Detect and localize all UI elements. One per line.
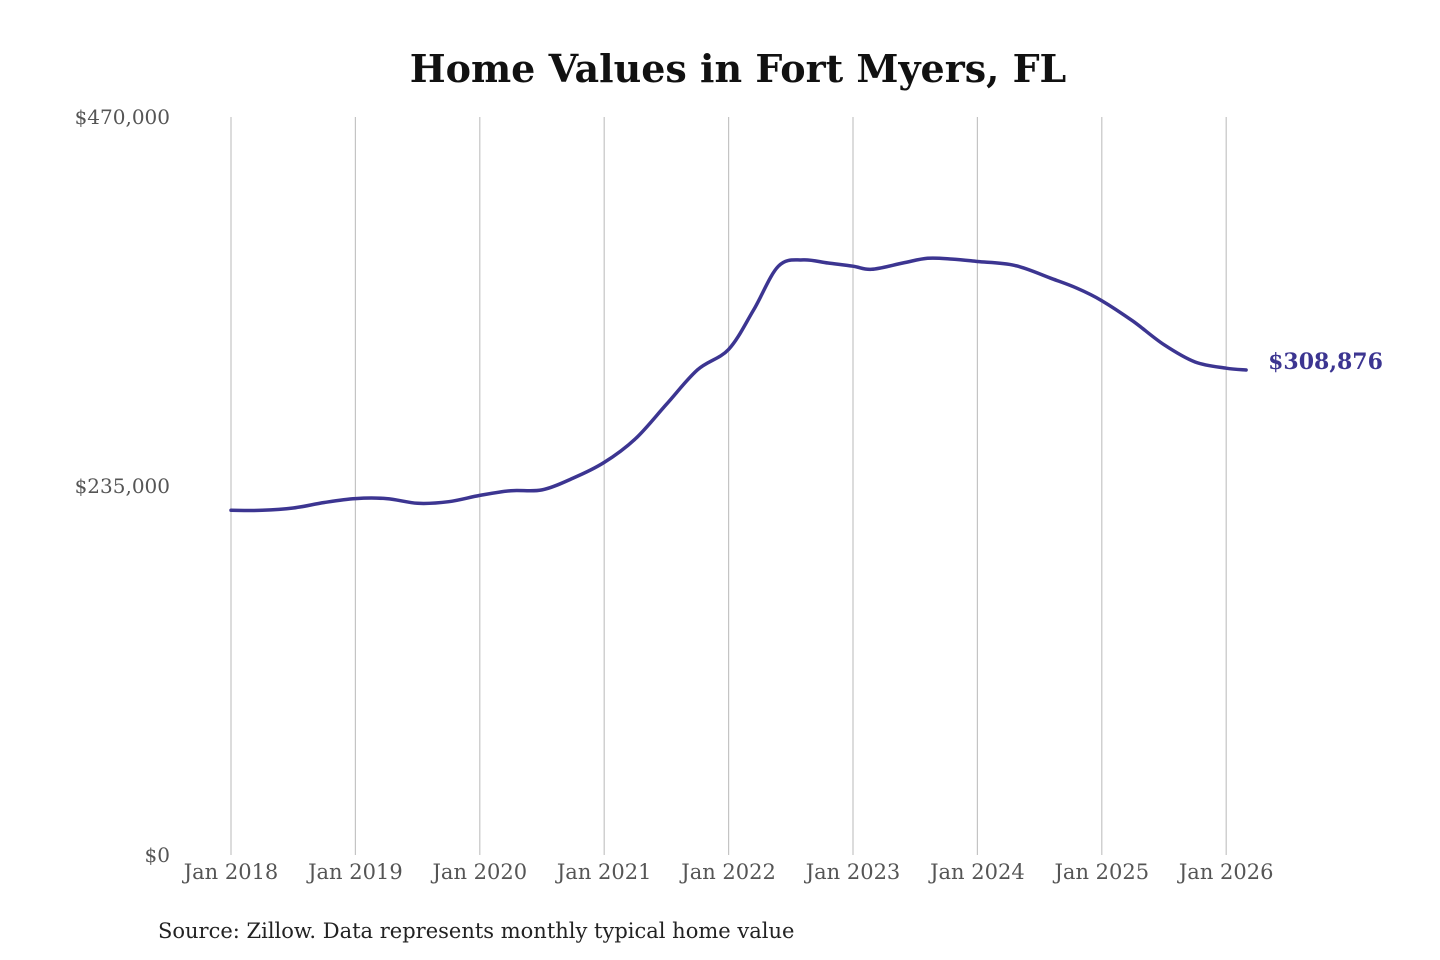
- x-tick-label: Jan 2024: [928, 860, 1025, 884]
- grid-lines: [230, 117, 1227, 855]
- source-note: Source: Zillow. Data represents monthly …: [158, 919, 794, 943]
- chart-title: Home Values in Fort Myers, FL: [410, 46, 1067, 91]
- x-tick-label: Jan 2019: [306, 860, 403, 884]
- x-tick-label: Jan 2020: [431, 860, 528, 884]
- x-tick-label: Jan 2021: [555, 860, 652, 884]
- x-tick-label: Jan 2025: [1053, 860, 1150, 884]
- x-tick-label: Jan 2018: [182, 860, 279, 884]
- y-tick-label: $470,000: [75, 105, 170, 129]
- y-axis-ticks: $0 $235,000 $470,000: [75, 105, 170, 867]
- x-tick-label: Jan 2023: [804, 860, 901, 884]
- y-tick-label: $235,000: [75, 474, 170, 498]
- x-axis-ticks: Jan 2018 Jan 2019 Jan 2020 Jan 2021 Jan 2022…: [182, 860, 1274, 884]
- latest-value-label: $308,876: [1268, 349, 1383, 375]
- x-tick-label: Jan 2026: [1177, 860, 1274, 884]
- y-tick-label: $0: [145, 843, 170, 867]
- x-tick-label: Jan 2022: [679, 860, 776, 884]
- home-value-line: [229, 256, 1248, 513]
